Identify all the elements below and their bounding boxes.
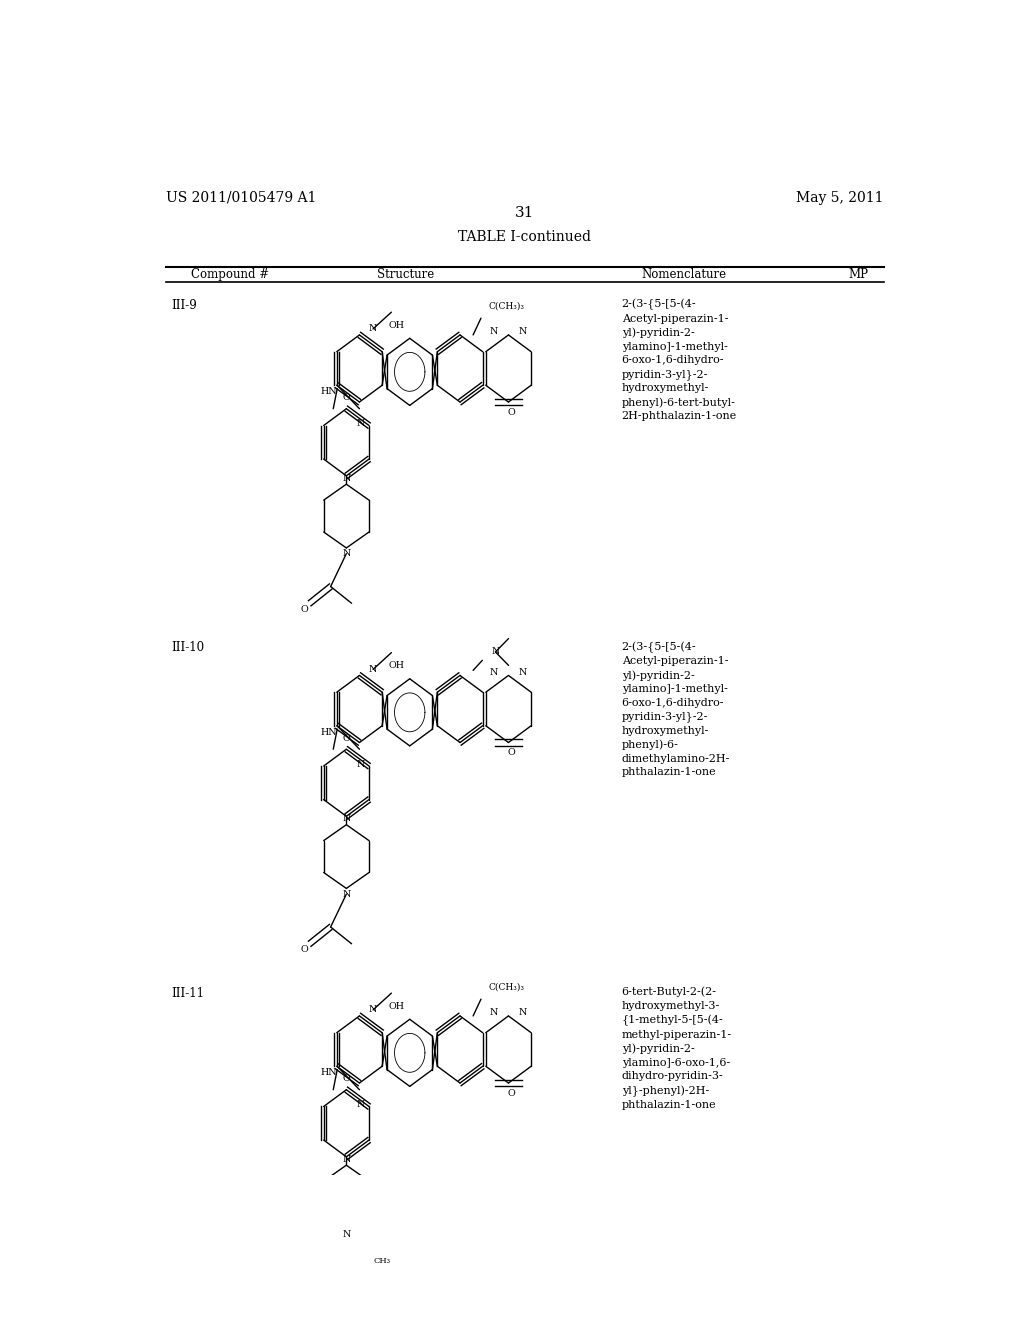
Text: O: O (300, 605, 308, 614)
Text: III-10: III-10 (172, 642, 205, 655)
Text: N: N (342, 474, 350, 483)
Text: May 5, 2011: May 5, 2011 (796, 191, 884, 205)
Text: O: O (343, 734, 350, 743)
Text: 2-(3-{5-[5-(4-
Acetyl-piperazin-1-
yl)-pyridin-2-
ylamino]-1-methyl-
6-oxo-1,6-d: 2-(3-{5-[5-(4- Acetyl-piperazin-1- yl)-p… (622, 298, 737, 421)
Text: N: N (369, 665, 377, 675)
Text: 6-tert-Butyl-2-(2-
hydroxymethyl-3-
{1-methyl-5-[5-(4-
methyl-piperazin-1-
yl)-p: 6-tert-Butyl-2-(2- hydroxymethyl-3- {1-m… (622, 987, 732, 1110)
Text: Nomenclature: Nomenclature (641, 268, 726, 281)
Text: N: N (489, 327, 499, 337)
Text: C(CH₃)₃: C(CH₃)₃ (488, 983, 525, 991)
Text: N: N (356, 760, 365, 768)
Text: O: O (507, 748, 515, 758)
Text: N: N (342, 890, 350, 899)
Text: N: N (519, 1008, 527, 1018)
Text: OH: OH (389, 321, 404, 330)
Text: Compound #: Compound # (191, 268, 269, 281)
Text: N: N (489, 668, 499, 677)
Text: OH: OH (389, 1002, 404, 1011)
Text: N: N (342, 814, 350, 824)
Text: US 2011/0105479 A1: US 2011/0105479 A1 (166, 191, 316, 205)
Text: Structure: Structure (377, 268, 434, 281)
Text: N: N (369, 325, 377, 334)
Text: N: N (489, 1008, 499, 1018)
Text: N: N (356, 1101, 365, 1109)
Text: III-9: III-9 (172, 298, 198, 312)
Text: N: N (356, 420, 365, 428)
Text: O: O (343, 1074, 350, 1084)
Text: N: N (519, 327, 527, 337)
Text: 2-(3-{5-[5-(4-
Acetyl-piperazin-1-
yl)-pyridin-2-
ylamino]-1-methyl-
6-oxo-1,6-d: 2-(3-{5-[5-(4- Acetyl-piperazin-1- yl)-p… (622, 642, 730, 777)
Text: 31: 31 (515, 206, 535, 220)
Text: N: N (519, 668, 527, 677)
Text: HN: HN (321, 387, 338, 396)
Text: CH₃: CH₃ (374, 1257, 391, 1265)
Text: O: O (343, 393, 350, 403)
Text: TABLE I-continued: TABLE I-continued (459, 230, 591, 244)
Text: O: O (507, 408, 515, 417)
Text: N: N (369, 1006, 377, 1014)
Text: OH: OH (389, 661, 404, 671)
Text: HN: HN (321, 1068, 338, 1077)
Text: III-11: III-11 (172, 987, 205, 999)
Text: O: O (507, 1089, 515, 1098)
Text: MP: MP (848, 268, 868, 281)
Text: O: O (300, 945, 308, 954)
Text: N: N (342, 1155, 350, 1164)
Text: HN: HN (321, 727, 338, 737)
Text: N: N (342, 549, 350, 558)
Text: N: N (342, 1230, 350, 1239)
Text: N: N (492, 648, 500, 656)
Text: C(CH₃)₃: C(CH₃)₃ (488, 302, 525, 312)
